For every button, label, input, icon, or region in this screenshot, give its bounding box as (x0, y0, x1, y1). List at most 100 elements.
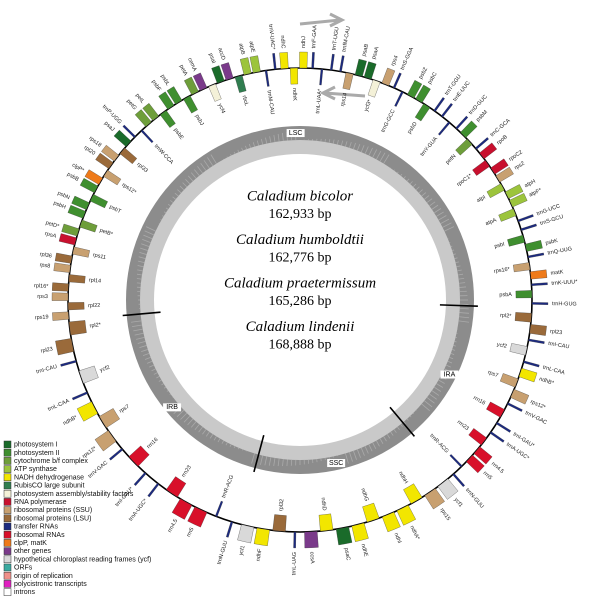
gene-label: rpoA (44, 231, 57, 240)
gc-spike (177, 189, 182, 194)
gc-spike (203, 160, 210, 169)
gene-block (122, 124, 136, 138)
gene-block (171, 498, 193, 520)
gene-block (527, 252, 545, 259)
gc-spike (268, 457, 272, 466)
gc-spike (440, 218, 450, 225)
gene-block (89, 194, 108, 209)
gc-spike (230, 154, 232, 156)
genome-size: 162,776 bp (269, 251, 332, 266)
gene-label: trnL-CAA (542, 365, 566, 377)
gene-block (94, 430, 117, 452)
gene-block (330, 53, 335, 71)
gene-label: trnV-UAC* (267, 24, 276, 51)
gene-label: rpl32 (278, 499, 285, 512)
gc-spike (136, 273, 143, 276)
legend-label: photosystem assembly/stability factors (14, 491, 134, 498)
gene-label: rrn5 (482, 470, 493, 481)
gene-label: ccsA (308, 552, 315, 565)
legend-swatch (3, 489, 12, 498)
gene-block (524, 240, 543, 252)
gene-label: psbK (545, 238, 559, 247)
gene-block (220, 62, 234, 81)
gc-spike (418, 189, 423, 194)
legend-label: polycistronic transcripts (14, 581, 87, 588)
gene-label: rrn16 (472, 395, 486, 407)
gene-label: ndhA* (408, 525, 420, 542)
gene-block (460, 120, 478, 138)
gc-spike (444, 226, 455, 232)
gene-label: rrn5 (186, 527, 196, 538)
gene-block (103, 170, 122, 186)
gc-spike (194, 424, 200, 431)
gene-label: trnN-GUU (216, 540, 229, 565)
gc-spike (406, 178, 410, 182)
gene-label: petD* (45, 220, 61, 230)
gc-spike (207, 157, 214, 167)
gc-spike (134, 332, 144, 336)
gc-spike (431, 204, 439, 210)
gc-spike (165, 207, 169, 210)
gene-label: ycf4 (216, 103, 225, 115)
gene-block (319, 68, 324, 86)
gc-spike (406, 418, 409, 421)
gene-block (67, 205, 86, 219)
gene-label: ndhJ (301, 36, 307, 48)
gene-block (509, 193, 528, 208)
gene-label: ycf2 (99, 365, 111, 374)
gene-label: psaI (207, 53, 216, 65)
gene-block (490, 158, 509, 175)
gene-label: trnL-UAA* (315, 88, 323, 114)
rings: LSC IRB SSC IRA (67, 67, 533, 533)
gene-block (67, 302, 85, 311)
gene-label: psbB (66, 172, 80, 183)
gc-spike (379, 152, 386, 162)
gene-block (109, 448, 124, 461)
center-labels: Caladium bicolor 162,933 bp Caladium humbo… (224, 188, 376, 352)
gc-spike (438, 379, 445, 384)
gc-spike (146, 360, 153, 364)
gene-block (272, 514, 287, 532)
gene-block (505, 184, 524, 199)
gene-label: ndhG (359, 488, 369, 503)
gene-block (318, 513, 334, 532)
gene-block (76, 401, 98, 422)
gc-spike (282, 132, 284, 141)
gc-spike (221, 440, 225, 444)
gc-spike (137, 269, 143, 272)
gene-label: trnL-CAA (47, 398, 70, 413)
gene-label: psbA (499, 292, 512, 298)
gene-block (414, 103, 431, 122)
gene-block (473, 446, 493, 465)
gc-spike (245, 145, 247, 150)
gene-block (466, 454, 485, 474)
gene-label: ndhH (397, 471, 409, 485)
legend-swatch (3, 498, 12, 506)
gc-spike (450, 245, 453, 247)
gc-spike (182, 182, 188, 188)
gc-spike (349, 142, 352, 148)
gc-spike (151, 368, 156, 372)
gene-block (79, 178, 99, 193)
gene-block (272, 53, 277, 70)
gene-block (381, 67, 396, 86)
gene-block (489, 431, 505, 443)
gc-spike (161, 383, 164, 386)
gc-spike (429, 393, 437, 400)
gc-spike (142, 239, 151, 244)
gene-block (486, 401, 505, 418)
gene-block (68, 320, 87, 336)
region-boundary (389, 406, 416, 437)
species-name: Caladium humboldtii (236, 232, 364, 248)
gene-label: rpl36 (39, 252, 52, 260)
gene-block (61, 223, 80, 237)
legend-swatch (3, 481, 12, 490)
gene-label: trnF-GAA (311, 25, 318, 49)
gene-label: trnS-GGA (400, 46, 415, 71)
gene-block (507, 234, 525, 247)
gene-label: petN (445, 153, 458, 165)
gene-label: petA (178, 64, 189, 77)
gene-label: rps14 (340, 92, 349, 107)
gc-spike (143, 234, 153, 240)
